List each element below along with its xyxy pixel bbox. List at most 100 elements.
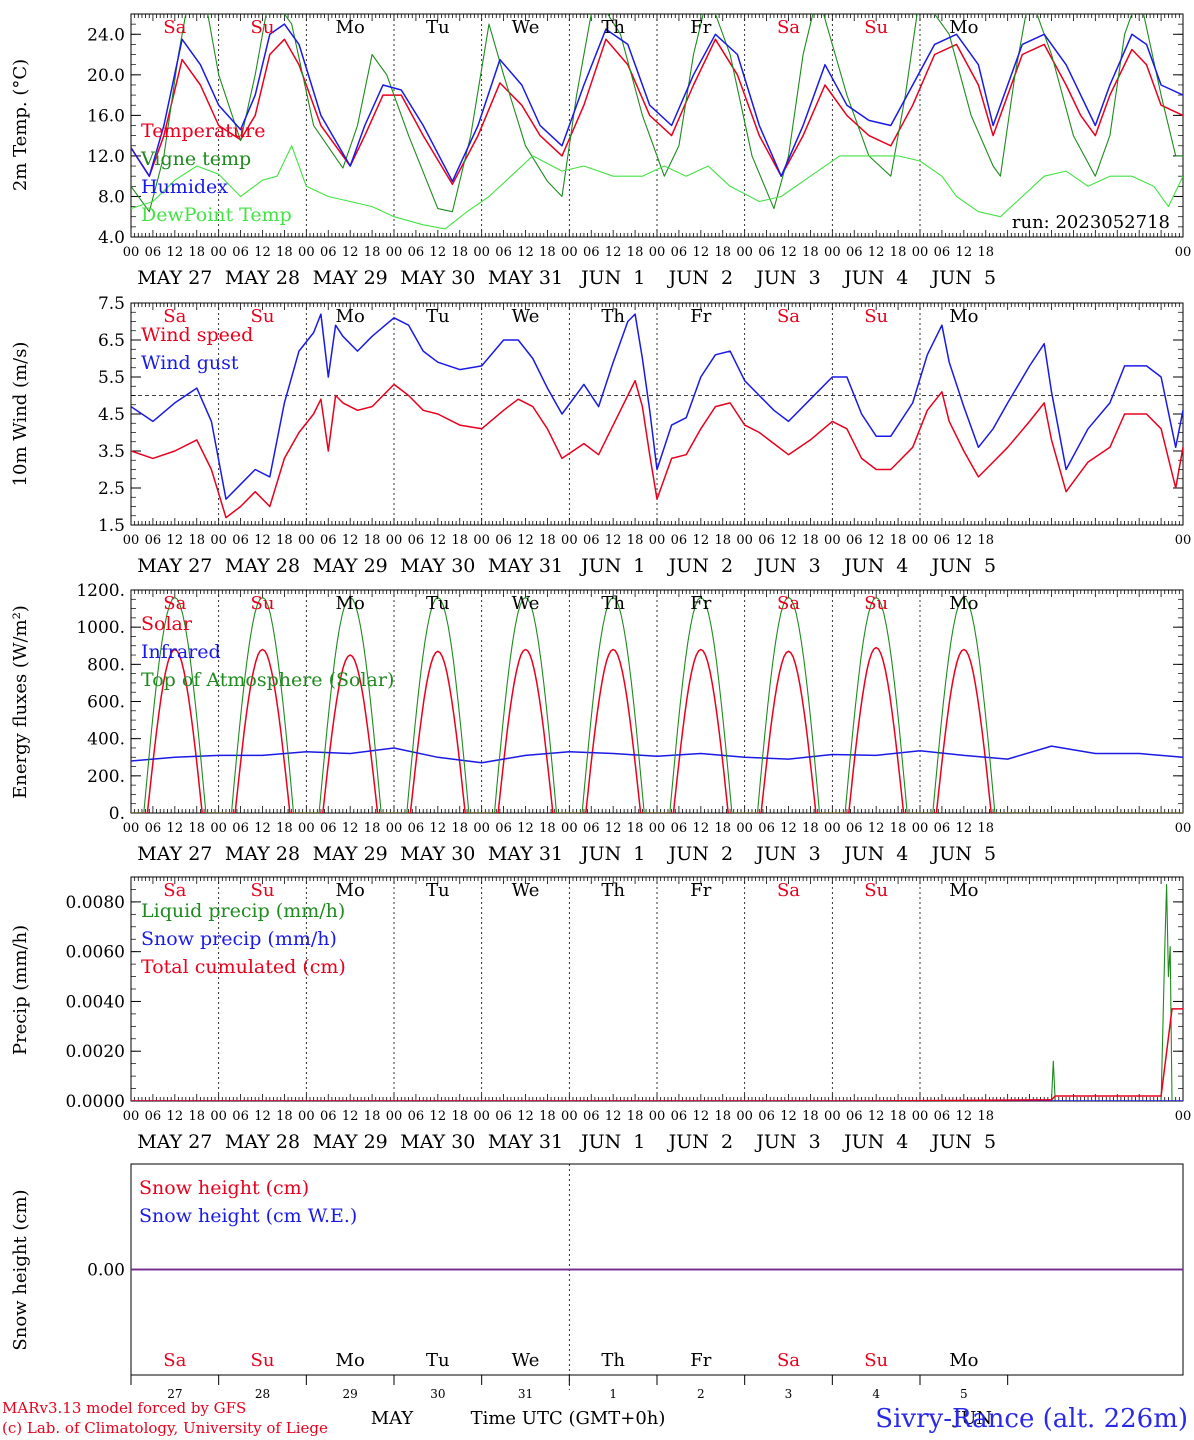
y-tick-label: 24.0 xyxy=(87,25,125,45)
day-of-week-label: Mo xyxy=(949,17,978,38)
x-hour-label: 00 xyxy=(473,533,490,548)
legend-entry: DewPoint Temp xyxy=(141,204,292,226)
x-hour-label: 00 xyxy=(561,245,578,260)
day-of-week-label: Th xyxy=(601,306,625,327)
x-hour-label: 12 xyxy=(430,245,447,260)
x-hour-label: 06 xyxy=(758,1109,775,1124)
day-of-week-label: Mo xyxy=(949,880,978,901)
x-date-label: MAY 27 xyxy=(137,843,212,865)
series-line-top-of-atmosphere-solar- xyxy=(131,596,1183,813)
x-hour-label: 00 xyxy=(1175,245,1192,260)
day-of-week-label: We xyxy=(512,593,540,614)
y-tick-label: 800. xyxy=(87,655,125,675)
x-hour-label: 00 xyxy=(1175,533,1192,548)
day-of-week-label: We xyxy=(512,306,540,327)
series-group xyxy=(131,14,1183,230)
day-of-week-label: Su xyxy=(864,593,888,614)
x-hour-label: 06 xyxy=(232,821,249,836)
y-tick-label: 0.0080 xyxy=(66,893,125,913)
x-hour-label: 00 xyxy=(1175,1109,1192,1124)
x-hour-label: 00 xyxy=(473,1109,490,1124)
y-axis-label: 10m Wind (m/s) xyxy=(10,342,31,487)
x-hour-label: 00 xyxy=(123,1109,140,1124)
x-hour-label: 12 xyxy=(167,821,184,836)
x-hour-label: 00 xyxy=(561,821,578,836)
x-hour-label: 18 xyxy=(977,533,994,548)
x-hour-label: 12 xyxy=(868,1109,885,1124)
y-tick-label: 8.0 xyxy=(98,187,125,207)
x-hour-label: 06 xyxy=(495,533,512,548)
x-hour-label: 12 xyxy=(517,821,534,836)
x-hour-label: 06 xyxy=(320,1109,337,1124)
y-tick-label: 200. xyxy=(87,767,125,787)
y-tick-label: 6.5 xyxy=(98,331,125,351)
x-hour-label: 18 xyxy=(364,821,381,836)
x-hour-label: 06 xyxy=(408,245,425,260)
x-hour-label: 18 xyxy=(802,821,819,836)
x-date-label: MAY 30 xyxy=(400,843,475,865)
x-hour-label: 12 xyxy=(693,1109,710,1124)
x-hour-label: 12 xyxy=(605,245,622,260)
x-date-label: JUN 1 xyxy=(579,1131,645,1153)
day-of-week-label: Fr xyxy=(690,880,711,901)
x-hour-label: 18 xyxy=(451,821,468,836)
x-hour-label: 00 xyxy=(912,1109,929,1124)
x-hour-label: 00 xyxy=(298,1109,315,1124)
panel-3: 0. 200. 400. 600. 800. 1000. 1200. Energy fluxe… xyxy=(10,581,1191,865)
x-day-number-label: 28 xyxy=(255,1387,270,1401)
x-hour-label: 06 xyxy=(145,1109,162,1124)
day-of-week-label: Mo xyxy=(949,1350,978,1371)
series-line-infrared xyxy=(131,745,1183,764)
series-line-temperature xyxy=(131,38,1183,186)
month-may-label: MAY xyxy=(371,1408,415,1429)
legend-entry: Total cumulated (cm) xyxy=(141,956,346,978)
day-of-week-label: Sa xyxy=(777,593,800,614)
day-of-week-label: Th xyxy=(601,593,625,614)
x-hour-label: 12 xyxy=(780,821,797,836)
x-hour-label: 12 xyxy=(430,533,447,548)
panel-2: 1.5 2.5 3.5 4.5 5.5 6.5 7.5 10m Wind (m/s) Wind … xyxy=(10,294,1191,577)
legend-entry: Top of Atmosphere (Solar) xyxy=(141,669,394,691)
x-hour-label: 00 xyxy=(912,533,929,548)
y-tick-label: 1000. xyxy=(76,618,125,638)
x-hour-label: 12 xyxy=(517,1109,534,1124)
x-hour-label: 00 xyxy=(649,245,666,260)
y-tick-label: 0.0040 xyxy=(66,992,125,1012)
x-hour-label: 00 xyxy=(736,245,753,260)
x-hour-label: 18 xyxy=(890,1109,907,1124)
legend-entry: Temperature xyxy=(141,120,265,142)
x-hour-label: 12 xyxy=(254,821,271,836)
x-hour-label: 12 xyxy=(342,245,359,260)
x-date-label: JUN 3 xyxy=(754,843,820,865)
x-hour-label: 18 xyxy=(714,533,731,548)
day-of-week-label: Su xyxy=(251,880,275,901)
x-hour-label: 18 xyxy=(539,245,556,260)
x-hour-label: 18 xyxy=(714,1109,731,1124)
x-hour-label: 00 xyxy=(649,821,666,836)
day-of-week-label: Su xyxy=(864,306,888,327)
x-hour-label: 18 xyxy=(276,1109,293,1124)
day-of-week-label: Tu xyxy=(426,1350,450,1371)
x-hour-label: 06 xyxy=(232,533,249,548)
x-hour-label: 18 xyxy=(276,533,293,548)
x-hour-label: 12 xyxy=(780,1109,797,1124)
x-hour-label: 00 xyxy=(824,245,841,260)
y-axis-label: Energy fluxes (W/m²) xyxy=(10,605,31,799)
x-hour-label: 12 xyxy=(956,245,973,260)
day-of-week-label: Sa xyxy=(163,1350,186,1371)
day-of-week-label: Fr xyxy=(690,17,711,38)
day-of-week-label: Su xyxy=(864,17,888,38)
legend-entry: Vigne temp xyxy=(140,148,251,170)
y-tick-label: 2.5 xyxy=(98,479,125,499)
y-tick-label: 0.0000 xyxy=(66,1092,125,1112)
x-hour-label: 12 xyxy=(517,245,534,260)
x-date-label: MAY 27 xyxy=(137,1131,212,1153)
x-date-label: MAY 27 xyxy=(137,267,212,289)
x-day-number-label: 1 xyxy=(609,1387,617,1401)
x-hour-label: 00 xyxy=(210,533,227,548)
day-of-week-label: Mo xyxy=(336,306,365,327)
y-tick-label: 16.0 xyxy=(87,106,125,126)
day-of-week-label: Tu xyxy=(426,306,450,327)
x-hour-label: 12 xyxy=(254,1109,271,1124)
x-hour-label: 18 xyxy=(539,1109,556,1124)
